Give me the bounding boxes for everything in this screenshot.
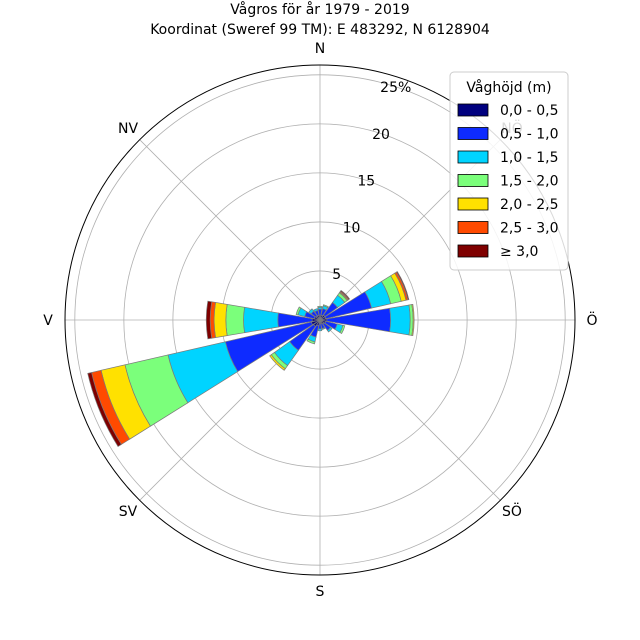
rose-bar-N-3 (317, 305, 323, 308)
legend-swatch (457, 103, 489, 117)
dir-label-nw: NV (118, 121, 138, 137)
radial-tick-labels: 5 10 15 20 25% (332, 80, 411, 283)
polar-grid (65, 65, 575, 575)
dir-label-sw: SV (119, 504, 138, 520)
rose-bar-ÖSÖ-3 (339, 324, 346, 335)
legend-swatch (457, 221, 489, 234)
rose-bar-ÖNÖ-6 (395, 271, 410, 301)
dir-label-w: V (43, 313, 53, 329)
radial-tick-label: 15 (357, 174, 375, 190)
legend-swatch (457, 244, 489, 258)
radial-tick-label: 25% (380, 80, 411, 96)
rose-bar-VSV-6 (87, 372, 122, 447)
legend-swatch (457, 150, 489, 164)
chart-title: Vågros för år 1979 - 2019 (230, 1, 409, 18)
rose-bar-V-4 (213, 302, 228, 338)
radial-tick-label: 10 (343, 220, 361, 236)
legend-swatch (457, 127, 489, 140)
legend-swatch (457, 197, 489, 211)
rose-bar-NÖ-6 (339, 289, 351, 301)
legend-swatch (457, 174, 489, 187)
rose-bar-S-2 (317, 328, 323, 332)
rose-bar-V-2 (243, 306, 279, 334)
legend-label: 2,0 - 2,5 (500, 197, 558, 213)
polar-frame (64, 64, 576, 576)
rose-bar-V-6 (205, 300, 213, 340)
legend-label: 1,5 - 2,0 (500, 174, 558, 190)
rose-bar-Ö-4 (411, 303, 415, 337)
chart-subtitle: Koordinat (Sweref 99 TM): E 483292, N 61… (150, 22, 490, 38)
dir-label-s: S (316, 584, 325, 600)
rose-bars (87, 271, 415, 447)
rose-bar-Ö-2 (389, 304, 411, 336)
legend: Våghöjd (m) 0,0 - 0,5 0,5 - 1,0 1,0 - 1,5 1… (449, 71, 569, 271)
legend-items: 0,0 - 0,5 0,5 - 1,0 1,0 - 1,5 1,5 - 2,0 2,0 … (457, 103, 558, 260)
rose-bar-NNV-2 (313, 308, 319, 313)
legend-label: ≥ 3,0 (500, 244, 538, 260)
rose-bar-SÖ-2 (326, 326, 333, 333)
legend-label: 2,5 - 3,0 (500, 221, 558, 237)
dir-label-o: Ö (586, 311, 597, 329)
radial-tick-label: 5 (332, 267, 341, 283)
rose-bar-NV-2 (308, 308, 315, 315)
legend-label: 0,0 - 0,5 (500, 103, 558, 119)
grid-spoke (319, 319, 501, 501)
rose-bar-SV-4 (269, 354, 286, 371)
legend-box (449, 71, 569, 271)
dir-label-so: SÖ (502, 502, 522, 520)
rose-bar-V-3 (225, 303, 245, 337)
legend-label: 1,0 - 1,5 (500, 150, 558, 166)
rose-bar-SSV-3 (306, 338, 316, 345)
legend-label: 0,5 - 1,0 (500, 127, 558, 143)
radial-tick-label: 20 (372, 127, 390, 143)
rose-bar-SSÖ-2 (321, 326, 326, 330)
rose-bar-NNÖ-3 (322, 304, 329, 309)
grid-spoke (139, 139, 321, 321)
legend-title: Våghöjd (m) (466, 79, 551, 96)
dir-label-n: N (315, 41, 325, 57)
rose-bar-VNV-3 (295, 306, 302, 316)
